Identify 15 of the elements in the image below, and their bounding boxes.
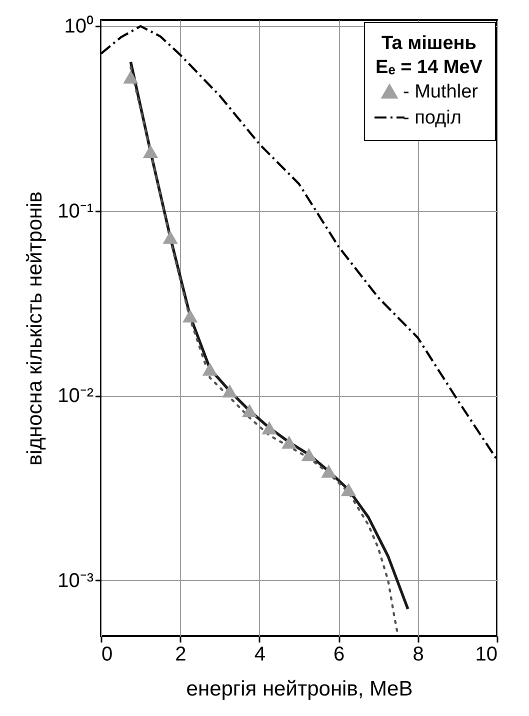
x-tick-label: 8 [412, 644, 424, 666]
y-tick-label: 10⁻² [58, 385, 94, 408]
x-tick-label: 0 [102, 644, 113, 666]
x-axis-title: енергія нейтронів, MeB [186, 678, 413, 700]
y-tick-label: 10⁻¹ [58, 200, 94, 222]
x-tick-label: 10 [475, 644, 498, 666]
x-tick-label: 4 [254, 644, 266, 666]
y-tick-label: 10⁻³ [58, 570, 94, 592]
annotation: Eₑ = 14 MeV [376, 57, 483, 78]
x-tick-label: 6 [334, 644, 345, 666]
y-tick-label: 10⁰ [64, 14, 94, 38]
y-axis-title: відносна кількість нейтронів [24, 191, 47, 466]
legend-label: - Muthler [403, 82, 479, 102]
x-tick-label: 2 [175, 644, 186, 666]
legend-title: Ta мішень [382, 33, 476, 54]
